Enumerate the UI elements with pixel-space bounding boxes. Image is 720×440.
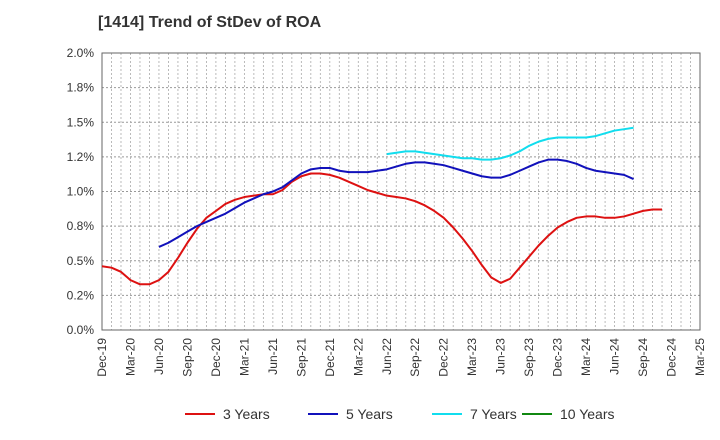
plot-area (101, 52, 701, 331)
x-tick-label: Jun-22 (380, 338, 394, 375)
x-tick-label: Mar-20 (123, 338, 137, 376)
y-tick-label: 0.2% (67, 288, 95, 302)
y-tick-label: 0.5% (67, 254, 95, 268)
legend-label-2: 5 Years (346, 406, 393, 422)
x-tick-label: Dec-24 (665, 338, 679, 377)
x-tick-label: Mar-25 (693, 338, 707, 376)
x-tick-label: Mar-24 (579, 338, 593, 376)
x-tick-label: Dec-22 (437, 338, 451, 377)
legend-label-1: 3 Years (223, 406, 270, 422)
x-tick-label: Dec-20 (209, 338, 223, 377)
x-tick-label: Dec-23 (551, 338, 565, 377)
x-tick-label: Dec-19 (95, 338, 109, 377)
y-tick-label: 1.5% (67, 115, 95, 129)
x-tick-label: Sep-23 (522, 338, 536, 377)
x-tick-label: Jun-20 (152, 338, 166, 375)
legend-label-3: 7 Years (470, 406, 517, 422)
y-tick-label: 1.0% (67, 185, 95, 199)
series-line-1 (101, 172, 663, 286)
x-tick-label: Sep-22 (408, 338, 422, 377)
x-tick-label: Sep-24 (636, 338, 650, 377)
legend-label-4: 10 Years (560, 406, 615, 422)
x-tick-label: Dec-21 (323, 338, 337, 377)
y-tick-label: 1.2% (67, 150, 95, 164)
y-tick-label: 0.8% (67, 219, 95, 233)
y-tick-label: 0.0% (67, 323, 95, 337)
x-tick-label: Sep-21 (294, 338, 308, 377)
series-line-2 (158, 158, 634, 248)
x-tick-label: Jun-21 (266, 338, 280, 375)
x-tick-label: Jun-24 (608, 338, 622, 375)
x-tick-label: Sep-20 (180, 338, 194, 377)
y-tick-label: 2.0% (67, 46, 95, 60)
x-tick-label: Mar-21 (237, 338, 251, 376)
x-tick-label: Mar-23 (465, 338, 479, 376)
x-tick-label: Jun-23 (494, 338, 508, 375)
x-tick-label: Mar-22 (351, 338, 365, 376)
y-tick-label: 1.8% (67, 81, 95, 95)
series-line-3 (386, 126, 634, 161)
chart-title: [1414] Trend of StDev of ROA (98, 14, 322, 31)
